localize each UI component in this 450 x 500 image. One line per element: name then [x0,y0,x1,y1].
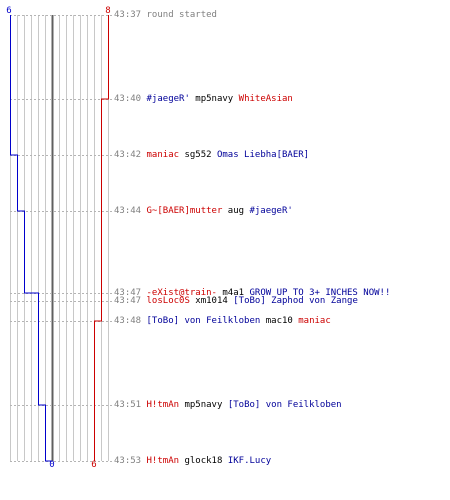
weapon-name: mp5navy [189,94,239,104]
event-time: 43:37 [114,10,142,20]
player-name: [ToBo] von Feilkloben [146,316,261,326]
weapon-name: aug [222,206,250,216]
player-name: #jaegeR' [249,206,293,216]
player-name: G~[BAER]mutter [146,206,223,216]
event-time: 43:42 [114,150,142,160]
event-row: 43:37 round started [114,10,217,20]
event-row: 43:48 [ToBo] von Feilkloben mac10 maniac [114,316,331,326]
blue-team-count-line [10,15,53,462]
player-name: Omas Liebha[BAER] [216,150,310,160]
event-time: 43:51 [114,400,142,410]
weapon-name: mp5navy [179,400,228,410]
series-lines [10,15,109,462]
player-name: #jaegeR' [146,94,190,104]
red-start-count-label: 8 [105,6,110,16]
blue-end-count-label: 0 [49,460,54,470]
weapon-name: sg552 [179,150,217,160]
event-time: 43:44 [114,206,142,216]
event-row: 43:47 losLoc0S xm1014 [ToBo] Zaphod von … [114,296,358,306]
event-row: 43:40 #jaegeR' mp5navy WhiteAsian [114,94,293,104]
red-team-count-line [94,15,109,461]
player-name: H!tmAn [146,400,180,410]
grid-lines [10,15,109,461]
player-name: maniac [298,316,331,326]
event-time: 43:47 [114,288,142,298]
player-name: losLoc0S [146,296,190,306]
weapon-name: xm1014 [189,296,234,306]
event-row: 43:42 maniac sg552 Omas Liebha[BAER] [114,150,309,160]
event-time: 43:40 [114,94,142,104]
event-time: 43:48 [114,316,142,326]
player-name: H!tmAn [146,456,180,466]
red-end-count-label: 6 [91,460,96,470]
player-name: -eXist@train- [146,288,217,298]
blue-start-count-label: 6 [6,6,11,16]
event-time: 43:53 [114,456,142,466]
weapon-name: mac10 [260,316,299,326]
player-name: WhiteAsian [238,94,293,104]
event-row: 43:44 G~[BAER]mutter aug #jaegeR' [114,206,293,216]
event-row: 43:53 H!tmAn glock18 IKF.Lucy [114,456,271,466]
event-row: 43:47 -eXist@train- m4a1 GROW UP TO 3+ I… [114,288,390,298]
player-name: [ToBo] von Feilkloben [227,400,342,410]
weapon-name: m4a1 [216,288,250,298]
event-message: round started [146,10,217,20]
player-name: IKF.Lucy [227,456,272,466]
event-time: 43:47 [114,296,142,306]
player-name: [ToBo] Zaphod von Zange [233,296,358,306]
event-connectors [10,15,112,462]
player-name: GROW UP TO 3+ INCHES NOW!! [249,288,391,298]
event-row: 43:51 H!tmAn mp5navy [ToBo] von Feilklob… [114,400,342,410]
player-name: maniac [146,150,180,160]
weapon-name: glock18 [179,456,228,466]
